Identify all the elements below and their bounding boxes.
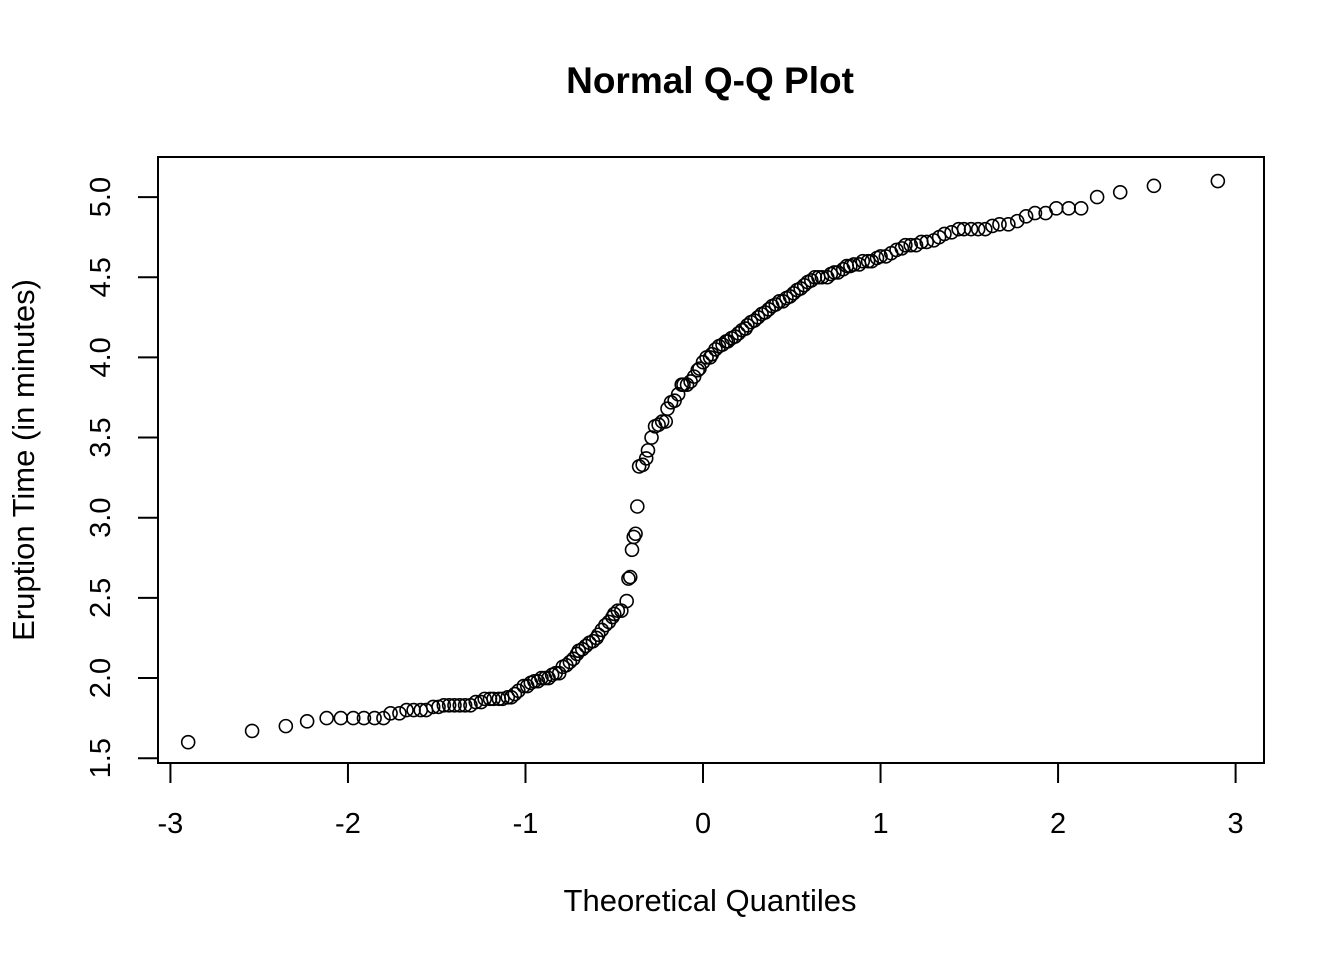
x-tick-label: 0 (695, 808, 711, 840)
x-tick-label: -2 (335, 808, 361, 840)
data-point (1027, 205, 1043, 221)
data-point (624, 542, 640, 558)
data-point (619, 593, 634, 609)
data-point (610, 603, 626, 618)
x-tick-label: -1 (513, 808, 539, 840)
data-point (992, 217, 1007, 232)
x-axis-label: Theoretical Quantiles (564, 883, 857, 918)
x-tick-label: 2 (1050, 808, 1066, 840)
data-point (601, 614, 617, 630)
data-point (441, 697, 457, 713)
y-tick-label: 5.0 (85, 177, 117, 217)
data-point (383, 706, 398, 721)
x-tick-label: 3 (1228, 808, 1244, 840)
plot-frame (157, 156, 1265, 764)
y-axis-label: Eruption Time (in minutes) (6, 279, 41, 641)
data-point (527, 673, 542, 689)
data-point (530, 673, 546, 689)
y-tick-label: 2.0 (85, 658, 117, 698)
data-point (399, 702, 414, 718)
data-point (903, 237, 919, 253)
data-point (622, 569, 638, 585)
data-point (367, 710, 382, 726)
data-point (1048, 201, 1064, 216)
data-point (827, 265, 842, 280)
data-point (1146, 178, 1162, 194)
data-point (804, 273, 819, 288)
data-point (452, 697, 468, 713)
data-point (846, 257, 862, 272)
data-point (606, 606, 622, 622)
data-point (1073, 201, 1089, 216)
data-point (1018, 209, 1034, 224)
data-point (654, 414, 670, 429)
data-point (566, 651, 581, 667)
data-point (345, 710, 361, 726)
data-point (860, 253, 876, 269)
data-point (278, 718, 294, 734)
data-point (768, 297, 784, 312)
data-point (873, 249, 888, 264)
data-point (855, 253, 871, 269)
data-point (970, 221, 986, 237)
data-point (683, 374, 698, 389)
data-point (1001, 217, 1016, 232)
y-axis: 1.5 2.0 2.5 3.0 3.5 4.0 4.5 5.0 (85, 177, 159, 778)
data-point (590, 627, 606, 643)
data-point (621, 571, 636, 586)
x-axis: -3 -2 -1 0 1 2 3 (158, 762, 1244, 840)
data-point (299, 714, 315, 729)
data-point (630, 499, 645, 514)
data-point (534, 670, 549, 686)
data-point (447, 697, 462, 713)
data-point (425, 699, 441, 715)
data-point (392, 706, 407, 721)
y-tick-label: 1.5 (85, 738, 117, 778)
data-point (651, 417, 666, 433)
x-tick-label: -3 (158, 808, 184, 840)
data-point (690, 362, 705, 378)
y-tick-label: 3.0 (85, 498, 117, 538)
data-point (985, 218, 1000, 234)
data-point (436, 697, 452, 713)
x-tick-label: 1 (872, 808, 888, 840)
data-point (1089, 189, 1105, 205)
data-point (356, 710, 372, 726)
data-point (814, 269, 830, 285)
data-point (457, 697, 473, 713)
data-point (919, 234, 934, 250)
data-point (468, 694, 484, 710)
data-point (977, 221, 993, 237)
y-tick-label: 3.5 (85, 417, 117, 457)
data-point (963, 221, 979, 237)
data-point (640, 443, 656, 458)
data-point (956, 221, 972, 237)
data-point (333, 710, 349, 726)
data-point (477, 691, 492, 707)
chart-title: Normal Q-Q Plot (566, 60, 854, 101)
data-point (1061, 201, 1077, 216)
data-point (894, 241, 910, 256)
data-point (628, 526, 643, 542)
data-point (1009, 213, 1025, 229)
y-tick-label: 4.5 (85, 257, 117, 297)
data-point (486, 691, 501, 707)
data-point (1210, 173, 1226, 189)
data-point (638, 451, 654, 466)
y-tick-label: 4.0 (85, 337, 117, 377)
data-point (898, 237, 913, 253)
data-point (244, 723, 260, 739)
y-tick-label: 2.5 (85, 578, 117, 618)
data-point (937, 226, 952, 242)
data-point (1112, 184, 1128, 200)
data-point (507, 686, 523, 702)
data-point (511, 683, 526, 699)
data-point (676, 377, 691, 392)
data-point (180, 734, 196, 750)
data-point (319, 710, 334, 726)
data-point (500, 689, 516, 705)
data-points (180, 173, 1226, 750)
